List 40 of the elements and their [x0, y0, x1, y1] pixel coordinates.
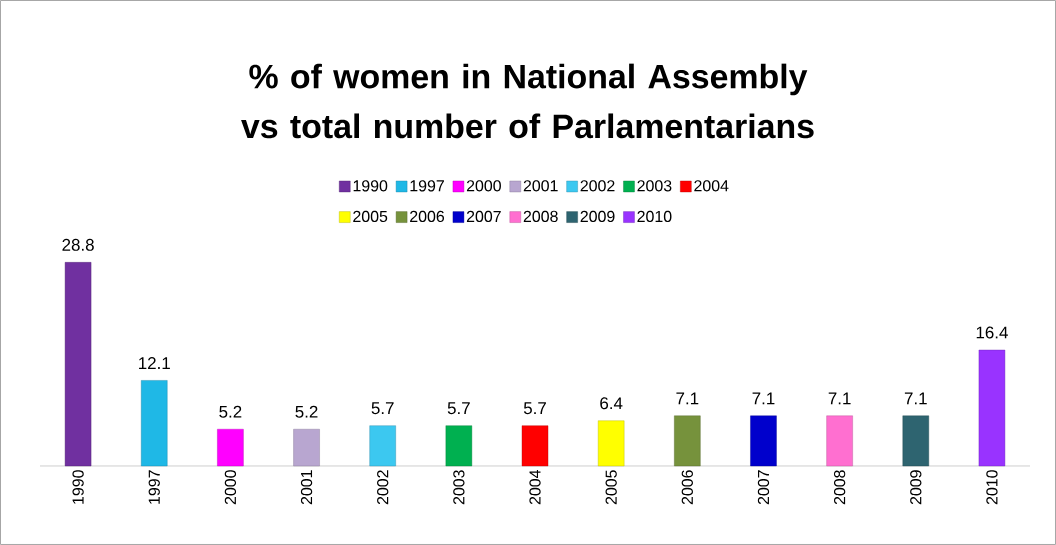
data-label: 7.1 [752, 392, 775, 405]
legend-label: 2008 [523, 210, 558, 223]
data-label: 5.7 [523, 402, 546, 415]
x-tick-label: 2002 [377, 470, 389, 505]
legend-label: 2000 [466, 180, 501, 192]
legend-label: 2010 [637, 210, 672, 223]
data-label: 7.1 [676, 392, 699, 405]
legend-label: 2001 [523, 180, 558, 192]
legend-label: 2002 [580, 180, 615, 192]
data-label: 5.7 [447, 402, 470, 415]
data-label: 5.7 [371, 402, 394, 415]
data-label: 6.4 [600, 397, 623, 410]
data-label: 16.4 [976, 326, 1008, 339]
x-tick-label: 2005 [605, 470, 617, 505]
chart-title: % of women in National Assembly vs total number of Parlamentarians [241, 63, 814, 139]
x-tick-label: 2003 [453, 470, 465, 505]
legend-label: 2005 [353, 210, 388, 223]
data-label: 5.2 [219, 405, 242, 418]
data-label: 5.2 [295, 405, 318, 418]
x-tick-label: 2006 [681, 470, 693, 505]
legend-label: 2009 [580, 210, 615, 223]
data-label: 7.1 [828, 392, 851, 405]
x-tick-label: 2004 [529, 469, 541, 505]
x-tick-label: 2010 [986, 470, 998, 505]
x-tick-label: 1997 [148, 470, 160, 504]
legend-label: 2006 [410, 210, 445, 223]
x-tick-label: 2008 [833, 470, 846, 505]
x-tick-label: 2009 [910, 470, 922, 505]
legend-label: 2004 [694, 180, 729, 192]
data-label: 7.1 [904, 392, 927, 405]
x-tick-label: 1990 [72, 470, 84, 504]
legend-label: 2007 [466, 210, 501, 223]
x-tick-label: 2001 [300, 470, 313, 505]
x-tick-label: 2007 [757, 470, 770, 505]
data-label: 28.8 [62, 238, 94, 251]
legend-label: 1997 [410, 180, 444, 192]
legend-label: 1990 [353, 180, 388, 192]
legend-label: 2003 [637, 180, 672, 192]
data-label: 12.1 [139, 357, 170, 369]
x-tick-label: 2000 [224, 470, 237, 505]
